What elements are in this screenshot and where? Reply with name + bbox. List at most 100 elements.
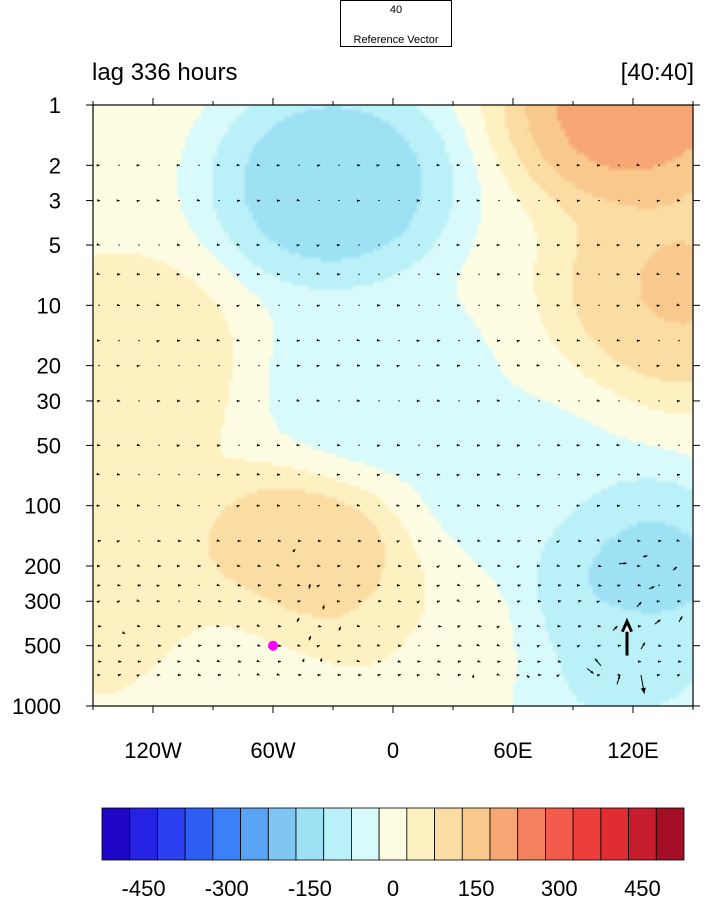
- wind-vector: [578, 600, 582, 603]
- wind-vector: [117, 583, 121, 587]
- wind-vector: [198, 625, 202, 628]
- wind-vector: [476, 339, 481, 343]
- wind-vector: [656, 199, 660, 203]
- wind-vector: [676, 303, 680, 307]
- wind-vector: [457, 660, 462, 664]
- wind-vector: [418, 624, 422, 628]
- wind-vector: [298, 473, 300, 476]
- wind-vector: [578, 539, 582, 543]
- wind-vector: [436, 600, 441, 604]
- wind-vector: [536, 363, 540, 367]
- wind-vector: [476, 584, 481, 588]
- wind-vector: [538, 444, 540, 447]
- wind-vector: [658, 584, 660, 587]
- wind-vector: [198, 584, 200, 587]
- wind-vector: [677, 599, 681, 603]
- wind-vector: [236, 399, 240, 403]
- wind-vector: [157, 673, 161, 677]
- wind-vector: [158, 564, 162, 568]
- x-tick-label: 0: [387, 738, 399, 763]
- wind-vector: [638, 199, 640, 202]
- wind-vector: [678, 444, 680, 447]
- wind-vector: [256, 504, 260, 508]
- wind-vector: [356, 503, 360, 507]
- wind-vector: [517, 540, 521, 543]
- wind-vector: [96, 564, 101, 568]
- wind-vector: [216, 338, 220, 342]
- wind-vector: [576, 644, 581, 648]
- wind-vector: [637, 539, 641, 543]
- wind-vector: [117, 644, 122, 648]
- wind-vector: [537, 473, 541, 477]
- wind-vector: [97, 199, 101, 202]
- wind-vector: [616, 675, 621, 685]
- wind-vector: [558, 504, 560, 507]
- y-tick-label: 5: [49, 233, 61, 258]
- wind-vector: [218, 400, 220, 402]
- wind-vector: [216, 243, 220, 246]
- wind-vector: [516, 363, 521, 367]
- wind-vector: [418, 273, 420, 276]
- wind-vector: [477, 539, 481, 542]
- wind-vector: [617, 673, 621, 677]
- wind-vector: [357, 584, 361, 588]
- wind-vector: [656, 564, 661, 567]
- wind-vector: [518, 304, 520, 307]
- wind-vector: [557, 584, 562, 587]
- wind-vector: [676, 539, 680, 542]
- wind-vector: [516, 674, 520, 677]
- wind-vector: [377, 539, 381, 543]
- wind-vector: [398, 644, 402, 647]
- wind-vector: [418, 444, 420, 447]
- wind-vector: [117, 564, 121, 568]
- location-marker: [268, 640, 278, 651]
- wind-vector: [518, 660, 522, 663]
- wind-vector: [656, 364, 660, 368]
- wind-vector: [636, 339, 640, 343]
- wind-vector: [637, 625, 642, 628]
- wind-vector: [658, 539, 662, 543]
- wind-vector: [98, 304, 100, 307]
- wind-vector: [298, 539, 302, 543]
- wind-vector-layer: [96, 163, 683, 694]
- wind-vector: [317, 673, 321, 677]
- wind-vector: [418, 244, 420, 246]
- wind-vector: [636, 304, 641, 308]
- wind-vector: [438, 304, 440, 307]
- wind-vector: [578, 625, 582, 628]
- wind-vector: [378, 199, 380, 202]
- wind-vector: [518, 625, 522, 628]
- wind-vector: [616, 243, 620, 247]
- contour-field: [93, 105, 693, 706]
- wind-vector: [617, 599, 622, 603]
- wind-vector: [178, 600, 180, 602]
- wind-vector: [576, 163, 580, 167]
- wind-vector: [316, 338, 320, 342]
- wind-vector: [217, 644, 221, 648]
- colorbar-swatch: [240, 807, 269, 861]
- wind-vector: [478, 364, 480, 367]
- wind-vector: [298, 164, 300, 167]
- colorbar-tick-label: -150: [288, 876, 332, 898]
- wind-vector: [478, 304, 480, 307]
- wind-vector: [177, 673, 182, 677]
- wind-vector: [594, 658, 602, 667]
- wind-vector: [178, 199, 180, 202]
- wind-vector: [258, 339, 260, 342]
- wind-vector: [457, 539, 461, 543]
- wind-vector: [216, 304, 221, 308]
- wind-vector: [358, 473, 360, 476]
- wind-vector: [457, 564, 461, 568]
- wind-vector: [116, 472, 121, 476]
- wind-vector: [96, 600, 101, 604]
- wind-vector: [576, 443, 580, 447]
- wind-vector: [277, 660, 282, 663]
- wind-vector: [336, 363, 340, 367]
- wind-vector: [376, 473, 381, 477]
- wind-vector: [658, 164, 660, 167]
- wind-vector: [137, 584, 141, 587]
- wind-vector: [138, 473, 140, 476]
- wind-vector: [236, 273, 240, 277]
- wind-vector: [678, 660, 682, 663]
- wind-vector: [678, 339, 680, 342]
